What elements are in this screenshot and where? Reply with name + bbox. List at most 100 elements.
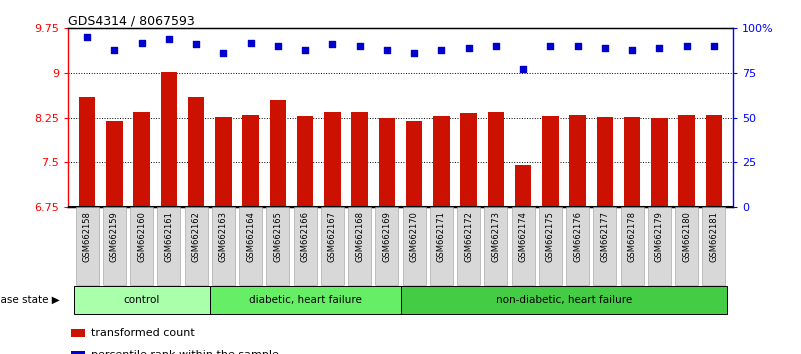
Text: GSM662158: GSM662158	[83, 211, 91, 262]
Bar	[675, 207, 698, 285]
Bar	[107, 121, 123, 207]
Text: GSM662170: GSM662170	[409, 211, 419, 262]
Text: GSM662161: GSM662161	[164, 211, 173, 262]
Bar	[188, 97, 204, 207]
Text: GSM662168: GSM662168	[355, 211, 364, 262]
Bar	[321, 207, 344, 285]
Text: transformed count: transformed count	[91, 328, 195, 338]
Point	[626, 47, 638, 53]
Bar	[488, 112, 504, 207]
Text: GSM662167: GSM662167	[328, 211, 337, 262]
Bar	[243, 115, 259, 207]
Point	[680, 43, 693, 49]
Text: GSM662164: GSM662164	[246, 211, 256, 262]
Bar	[406, 121, 422, 207]
Text: GSM662166: GSM662166	[300, 211, 310, 262]
Text: GSM662175: GSM662175	[545, 211, 555, 262]
Point	[408, 51, 421, 56]
Bar	[270, 100, 286, 207]
Bar	[134, 112, 150, 207]
Bar	[293, 207, 316, 285]
Text: GSM662171: GSM662171	[437, 211, 446, 262]
Point	[326, 41, 339, 47]
Bar	[71, 351, 85, 354]
Bar	[400, 286, 727, 314]
Text: GSM662173: GSM662173	[491, 211, 501, 262]
Bar	[184, 207, 207, 285]
Text: control: control	[123, 295, 160, 305]
Bar	[130, 207, 153, 285]
Text: GSM662181: GSM662181	[710, 211, 718, 262]
Point	[244, 40, 257, 45]
Point	[163, 36, 175, 42]
Point	[544, 43, 557, 49]
Point	[135, 40, 148, 45]
Bar	[542, 116, 558, 207]
Bar	[348, 207, 371, 285]
Bar	[461, 113, 477, 207]
Bar	[210, 286, 400, 314]
Bar	[75, 207, 99, 285]
Text: GSM662178: GSM662178	[628, 211, 637, 262]
Bar	[297, 116, 313, 207]
Point	[380, 47, 393, 53]
Point	[272, 43, 284, 49]
Text: GSM662163: GSM662163	[219, 211, 228, 262]
Bar	[433, 116, 449, 207]
Bar	[621, 207, 644, 285]
Bar	[71, 329, 85, 337]
Bar	[651, 118, 667, 207]
Bar	[512, 207, 535, 285]
Text: GSM662180: GSM662180	[682, 211, 691, 262]
Bar	[379, 118, 395, 207]
Point	[353, 43, 366, 49]
Bar	[539, 207, 562, 285]
Bar	[103, 207, 126, 285]
Bar	[79, 97, 95, 207]
Text: GSM662160: GSM662160	[137, 211, 146, 262]
Point	[707, 43, 720, 49]
Bar	[594, 207, 617, 285]
Point	[653, 45, 666, 51]
Point	[81, 34, 94, 40]
Bar	[352, 112, 368, 207]
Bar	[597, 116, 613, 207]
Bar	[702, 207, 726, 285]
Text: non-diabetic, heart failure: non-diabetic, heart failure	[496, 295, 632, 305]
Text: GSM662169: GSM662169	[382, 211, 392, 262]
Bar	[324, 112, 340, 207]
Text: GSM662177: GSM662177	[601, 211, 610, 262]
Text: disease state ▶: disease state ▶	[0, 295, 60, 305]
Text: GDS4314 / 8067593: GDS4314 / 8067593	[68, 14, 195, 27]
Text: GSM662172: GSM662172	[464, 211, 473, 262]
Bar	[648, 207, 671, 285]
Text: diabetic, heart failure: diabetic, heart failure	[248, 295, 361, 305]
Bar	[266, 207, 289, 285]
Bar	[239, 207, 262, 285]
Point	[489, 43, 502, 49]
Bar	[215, 116, 231, 207]
Point	[299, 47, 312, 53]
Bar	[403, 207, 425, 285]
Bar	[566, 207, 590, 285]
Point	[598, 45, 611, 51]
Bar	[457, 207, 480, 285]
Text: GSM662162: GSM662162	[191, 211, 200, 262]
Point	[108, 47, 121, 53]
Point	[462, 45, 475, 51]
Bar	[570, 115, 586, 207]
Text: GSM662165: GSM662165	[273, 211, 283, 262]
Bar	[515, 165, 531, 207]
Text: GSM662179: GSM662179	[655, 211, 664, 262]
Bar	[376, 207, 398, 285]
Text: percentile rank within the sample: percentile rank within the sample	[91, 350, 280, 354]
Text: GSM662174: GSM662174	[518, 211, 528, 262]
Bar	[678, 115, 694, 207]
Point	[517, 67, 529, 72]
Bar	[430, 207, 453, 285]
Bar	[74, 286, 210, 314]
Point	[217, 51, 230, 56]
Point	[571, 43, 584, 49]
Bar	[161, 72, 177, 207]
Text: GSM662159: GSM662159	[110, 211, 119, 262]
